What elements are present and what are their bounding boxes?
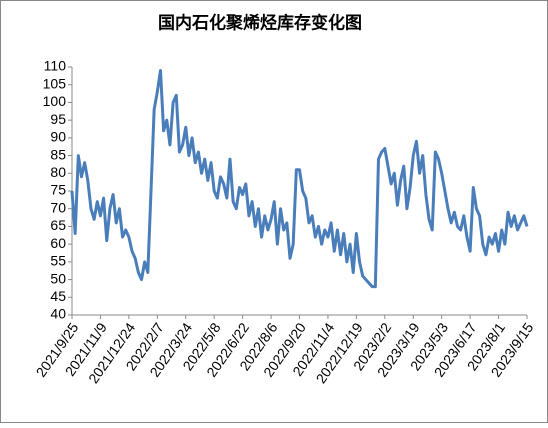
y-tick-label: 55 <box>50 253 66 269</box>
y-tick-label: 105 <box>43 75 67 91</box>
y-tick-label: 65 <box>50 217 66 233</box>
y-tick-label: 110 <box>44 58 67 74</box>
y-tick-label: 60 <box>50 235 66 251</box>
y-tick-label: 70 <box>50 199 66 215</box>
y-tick-label: 75 <box>50 182 66 198</box>
y-tick-label: 90 <box>50 129 66 145</box>
y-tick-label: 85 <box>50 146 66 162</box>
y-tick-label: 95 <box>50 111 66 127</box>
y-tick-label: 45 <box>50 288 66 304</box>
line-series <box>70 69 529 289</box>
y-tick-label: 100 <box>43 93 67 109</box>
y-tick-label: 40 <box>50 306 66 322</box>
y-tick-label: 50 <box>50 270 66 286</box>
y-tick-label: 80 <box>50 164 66 180</box>
chart-title: 国内石化聚烯烃库存变化图 <box>158 13 362 34</box>
